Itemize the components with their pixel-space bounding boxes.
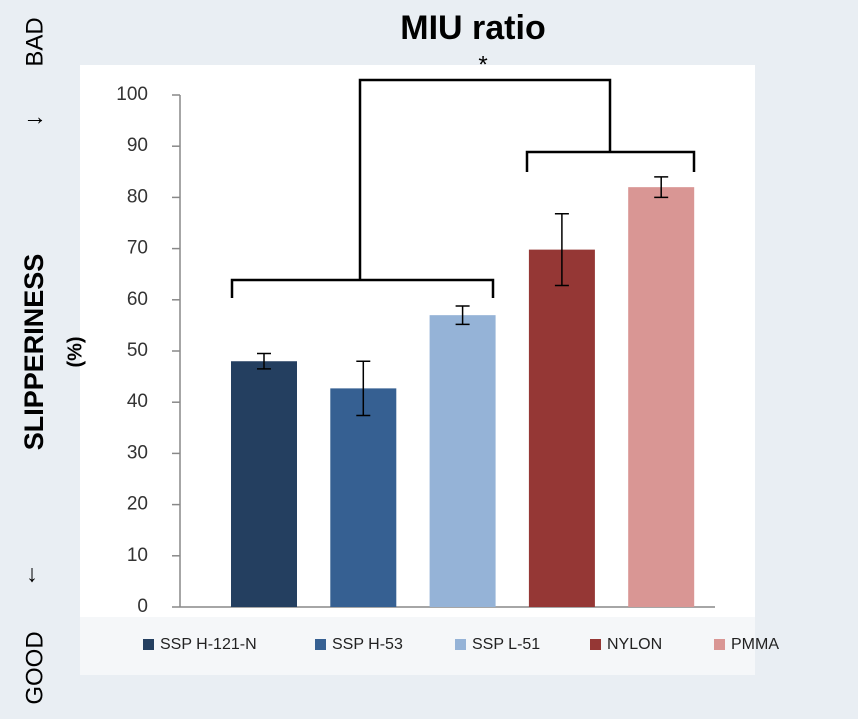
legend-label: SSP L-51 [472, 636, 540, 653]
y-tick-label: 70 [127, 238, 148, 259]
error-bar [257, 352, 271, 370]
bottom-arrow: ↓ [26, 560, 38, 587]
significance-brackets [230, 78, 696, 298]
legend-label: NYLON [607, 636, 662, 653]
y-tick-label: 30 [127, 442, 148, 463]
error-bar [455, 305, 470, 326]
y-tick-label: 40 [127, 391, 148, 412]
legend-label: PMMA [731, 636, 779, 653]
y-tick-label: 0 [137, 596, 148, 617]
top-label: BAD [21, 17, 48, 66]
legend-swatch [143, 639, 154, 650]
bar [528, 249, 595, 607]
bottom-label: GOOD [21, 631, 48, 704]
bracket-link [358, 78, 612, 280]
error-bar [356, 360, 371, 417]
legend-swatch [590, 639, 601, 650]
y-tick-label: 90 [127, 135, 148, 156]
bracket-ssp [230, 278, 495, 298]
y-axis-unit: (%) [64, 336, 86, 367]
bar [628, 187, 695, 607]
y-tick-label: 100 [116, 84, 148, 105]
error-bar [654, 176, 669, 199]
legend-label: SSP H-121-N [160, 636, 257, 653]
bar [231, 361, 297, 607]
significance-mark: * [478, 51, 487, 78]
y-tick-label: 10 [127, 545, 148, 566]
y-tick-label: 20 [127, 494, 148, 515]
bar [330, 388, 397, 607]
top-arrow: → [23, 103, 47, 130]
y-tick-label: 80 [127, 186, 148, 207]
chart-title: MIU ratio [400, 9, 545, 47]
bar [429, 315, 496, 607]
y-tick-label: 50 [127, 340, 148, 361]
error-bar [554, 213, 569, 287]
legend-label: SSP H-53 [332, 636, 403, 653]
legend-area [80, 617, 755, 675]
y-tick-label: 60 [127, 289, 148, 310]
legend-swatch [315, 639, 326, 650]
y-axis-label: SLIPPERINESS [19, 254, 49, 451]
legend-swatch [455, 639, 466, 650]
legend-swatch [714, 639, 725, 650]
